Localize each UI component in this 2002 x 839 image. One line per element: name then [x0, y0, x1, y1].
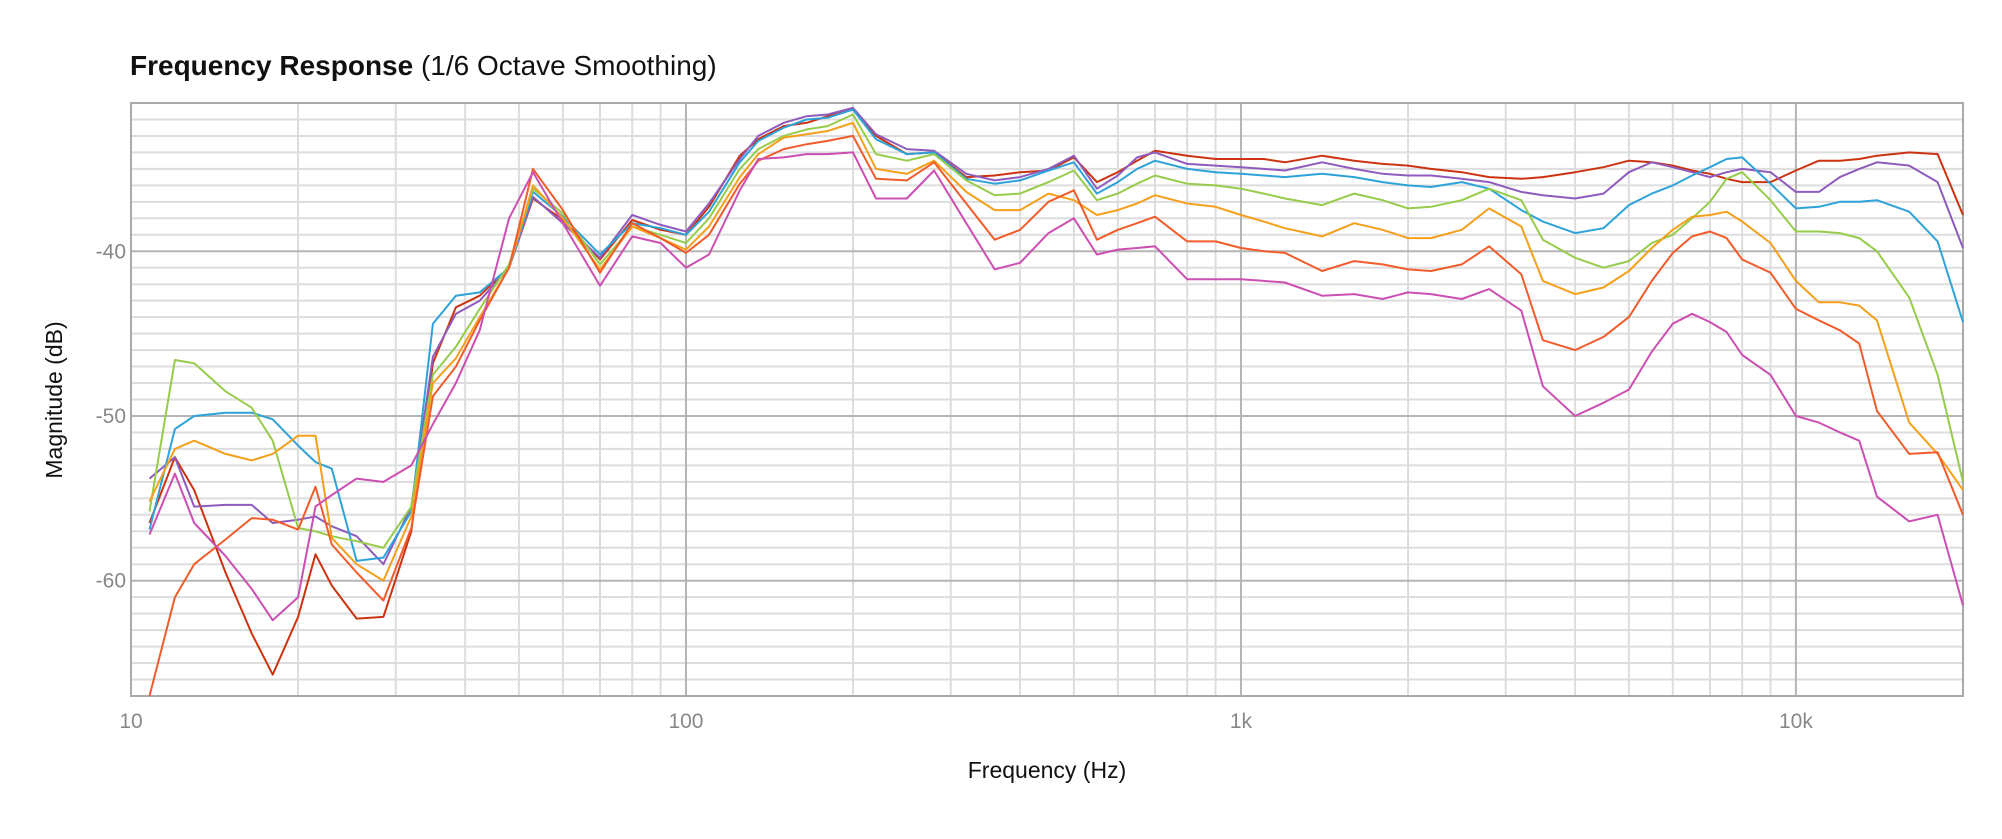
series-line-4: [148, 113, 1964, 549]
x-tick-label: 10: [119, 710, 142, 733]
y-tick-label: -50: [96, 405, 126, 428]
y-tick-label: -60: [96, 570, 126, 593]
chart-title: Frequency Response: [130, 50, 414, 81]
series-line-6: [148, 134, 1964, 697]
x-tick-label: 1k: [1230, 710, 1253, 733]
series-line-1: [148, 108, 1964, 676]
y-axis-label: Magnitude (dB): [41, 321, 67, 478]
series-line-7: [148, 151, 1964, 622]
grid-minor: [131, 102, 1964, 697]
series-line-5: [148, 121, 1964, 582]
y-tick-label: -40: [96, 240, 126, 263]
series-line-3: [148, 108, 1964, 562]
series-layer: [148, 106, 1964, 697]
x-tick-label: 10k: [1779, 710, 1813, 733]
chart-subtitle: (1/6 Octave Smoothing): [420, 50, 717, 81]
x-tick-labels: 10 100 1k 10k: [119, 710, 1813, 733]
x-tick-label: 100: [668, 710, 703, 733]
y-tick-labels: -40 -50 -60: [96, 240, 126, 592]
chart-title-block: Frequency Response (1/6 Octave Smoothing…: [130, 50, 717, 82]
x-axis-label: Frequency (Hz): [968, 757, 1126, 783]
series-line-2: [148, 106, 1964, 566]
plot-frame: [130, 102, 1964, 697]
